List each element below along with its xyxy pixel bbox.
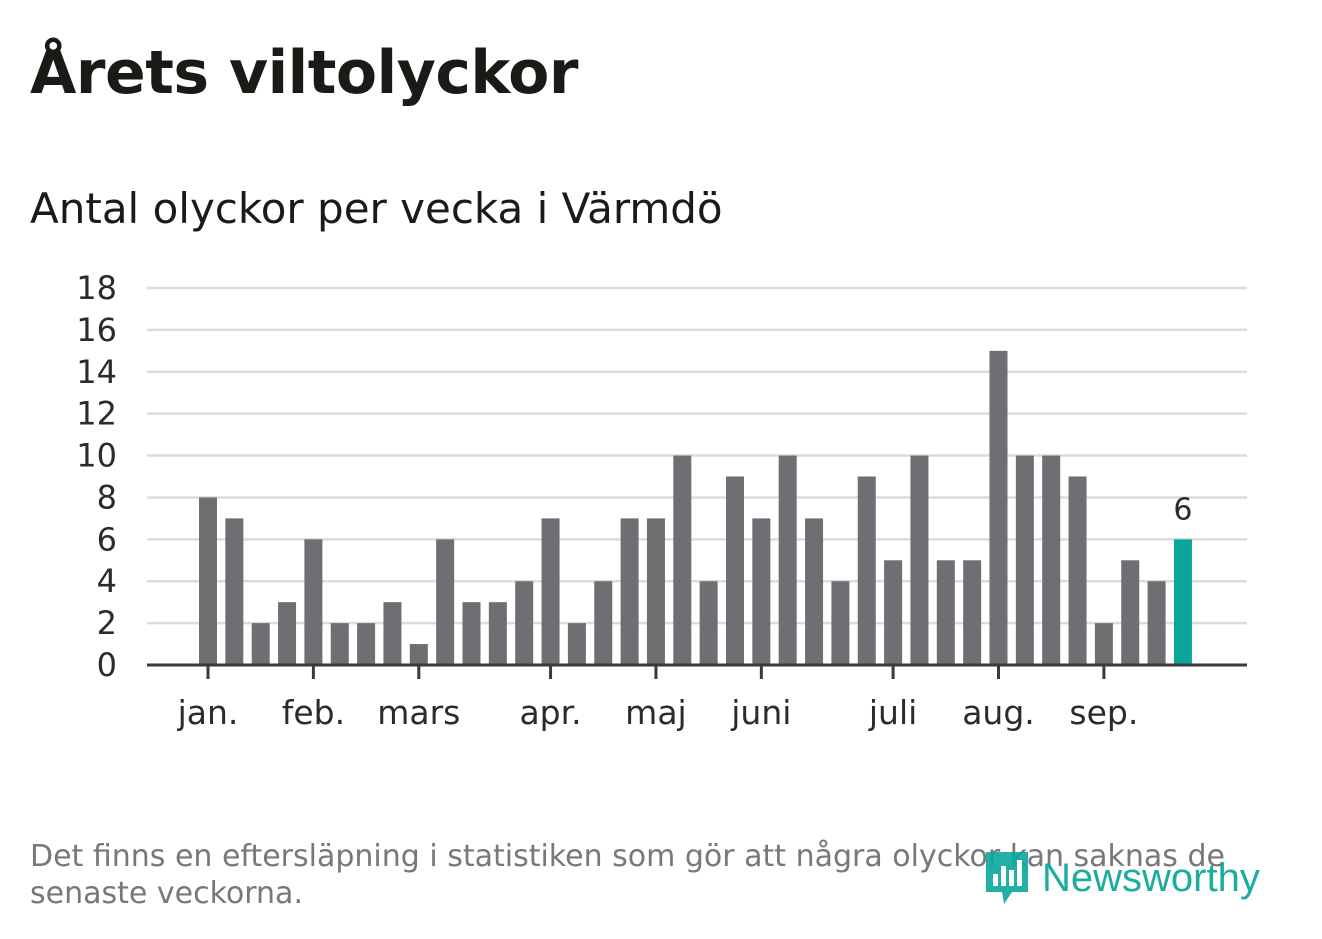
bar <box>541 518 560 665</box>
x-tick-label: jan. <box>177 693 239 732</box>
y-tick-label: 8 <box>97 478 117 516</box>
x-tick-label: juni <box>730 693 791 732</box>
bar <box>646 518 665 665</box>
bar <box>409 644 428 665</box>
bar <box>1015 455 1034 665</box>
newsworthy-bar-chart-icon <box>986 852 1028 904</box>
x-tick-label: aug. <box>962 693 1035 732</box>
bar <box>1068 476 1087 665</box>
x-tick-label: sep. <box>1069 693 1138 732</box>
bar-value-label: 6 <box>1173 492 1192 527</box>
bars: 6 <box>199 350 1192 665</box>
bar <box>357 623 376 665</box>
bar <box>594 581 613 665</box>
x-tick-label: maj <box>625 693 687 732</box>
bar-chart: 0 2 4 6 810 12 14 16 18 6 jan. feb. mars apr. maj jun… <box>76 269 1247 732</box>
bar <box>436 539 455 665</box>
bar <box>1094 623 1113 665</box>
chart-subtitle: Antal olyckor per vecka i Värmdö <box>30 184 723 233</box>
bar <box>515 581 534 665</box>
bar <box>304 539 323 665</box>
bar <box>251 623 270 665</box>
x-tick-label: mars <box>377 693 460 732</box>
bar <box>330 623 349 665</box>
bar <box>831 581 850 665</box>
bar <box>726 476 744 665</box>
bar <box>884 560 903 665</box>
bar <box>778 455 797 665</box>
bar <box>1042 455 1061 665</box>
bar <box>199 497 217 665</box>
bar <box>620 518 639 665</box>
y-tick-label: 6 <box>97 520 117 558</box>
gridlines <box>147 286 1247 625</box>
bar <box>225 518 244 665</box>
bar <box>1147 581 1166 665</box>
y-tick-label: 18 <box>76 269 117 307</box>
y-tick-label: 4 <box>97 562 117 600</box>
bar <box>963 560 982 665</box>
brand-name: Newsworthy <box>1042 855 1260 900</box>
bar <box>567 623 586 665</box>
bar <box>462 602 481 665</box>
bar <box>989 350 1008 665</box>
x-tick-label: feb. <box>282 693 345 732</box>
y-tick-label: 12 <box>76 395 117 433</box>
chart-title: Årets viltolyckor <box>30 38 579 108</box>
bar <box>673 455 692 665</box>
y-axis: 0 2 4 6 810 12 14 16 18 <box>76 269 117 684</box>
bar <box>278 602 297 665</box>
bar <box>699 581 718 665</box>
y-tick-label: 10 <box>76 437 117 475</box>
bar <box>1121 560 1140 665</box>
bar <box>857 476 876 665</box>
newsworthy-logo: Newsworthy <box>982 846 1260 910</box>
y-tick-label: 0 <box>97 646 117 684</box>
x-axis: jan. feb. mars apr. maj juni juli aug. sep. <box>147 663 1247 732</box>
y-tick-label: 14 <box>76 353 117 391</box>
x-tick-label: apr. <box>519 693 581 732</box>
y-tick-label: 2 <box>97 604 117 642</box>
bar-highlight <box>1173 539 1192 665</box>
y-tick-label: 16 <box>76 311 117 349</box>
bar <box>488 602 507 665</box>
bar <box>910 455 929 665</box>
bar <box>752 518 771 665</box>
x-tick-label: juli <box>868 693 917 732</box>
bar <box>383 602 402 665</box>
bar <box>936 560 955 665</box>
bar <box>805 518 824 665</box>
